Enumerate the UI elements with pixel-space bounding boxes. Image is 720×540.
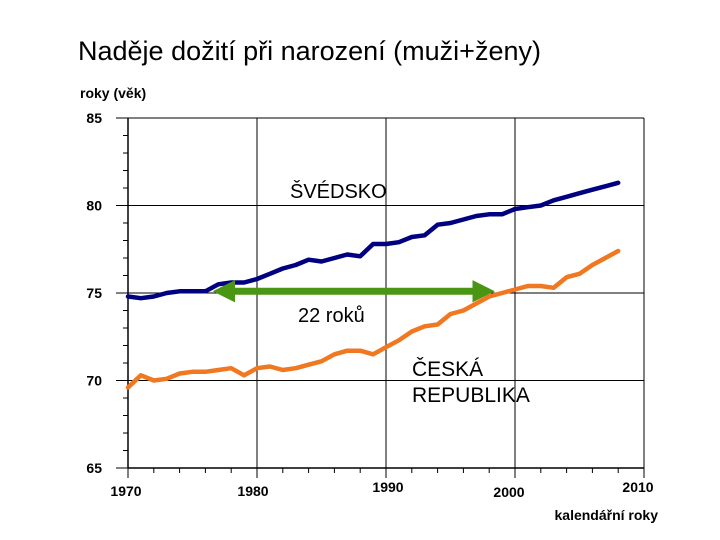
- czech-label-line2: REPUBLIKA: [412, 384, 530, 407]
- sweden-label: ŠVÉDSKO: [290, 180, 387, 203]
- y-tick-label-70: 70: [86, 373, 102, 389]
- y-tick-label-75: 75: [86, 285, 102, 301]
- chart-title: Naděje dožití při narození (muži+ženy): [78, 36, 541, 66]
- y-tick-label-65: 65: [86, 460, 102, 476]
- series-line-1: [125, 248, 621, 390]
- y-tick-label-85: 85: [86, 110, 102, 126]
- y-tick-label-80: 80: [86, 198, 102, 214]
- x-tick-label-1970: 1970: [110, 483, 141, 499]
- tick-labels: 65 70 75 80 85 1970 1980 1990 2000 2010: [86, 110, 653, 500]
- x-tick-label-2000: 2000: [493, 484, 524, 500]
- czech-label-line1: ČESKÁ: [412, 358, 483, 381]
- x-tick-label-1990: 1990: [372, 479, 403, 495]
- x-tick-label-1980: 1980: [237, 483, 268, 499]
- y-axis-label: roky (věk): [80, 85, 146, 101]
- axes: [116, 117, 645, 478]
- x-axis-label: kalendářní roky: [555, 507, 659, 523]
- series-lines: [125, 180, 621, 390]
- annotations: ŠVÉDSKO 22 roků ČESKÁ REPUBLIKA: [212, 180, 530, 407]
- x-tick-label-2010: 2010: [622, 479, 653, 495]
- gap-label: 22 roků: [298, 305, 365, 327]
- series-line-0: [125, 180, 621, 301]
